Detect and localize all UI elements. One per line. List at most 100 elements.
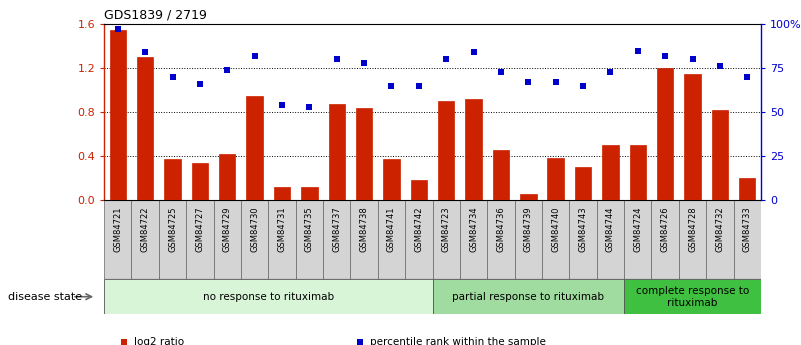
Point <box>686 57 699 62</box>
Bar <box>493 149 509 200</box>
Bar <box>137 57 154 200</box>
Bar <box>323 200 351 279</box>
Text: GSM84735: GSM84735 <box>305 206 314 252</box>
Bar <box>411 180 427 200</box>
Bar <box>570 200 597 279</box>
Text: GSM84727: GSM84727 <box>195 206 204 252</box>
Point <box>194 81 207 87</box>
Point <box>248 53 261 59</box>
Bar <box>734 200 761 279</box>
Bar <box>247 96 263 200</box>
Bar <box>575 167 591 200</box>
Point <box>577 83 590 89</box>
Point <box>303 104 316 110</box>
Text: GSM84742: GSM84742 <box>414 206 424 252</box>
Bar <box>301 187 317 200</box>
Text: GSM84724: GSM84724 <box>634 206 642 252</box>
Text: GSM84743: GSM84743 <box>578 206 588 252</box>
Bar <box>351 200 378 279</box>
Bar <box>465 99 481 200</box>
Text: GSM84731: GSM84731 <box>277 206 287 252</box>
Bar <box>487 200 514 279</box>
Point <box>385 83 398 89</box>
Bar <box>110 30 126 200</box>
Bar <box>104 279 433 314</box>
Text: GSM84737: GSM84737 <box>332 206 341 252</box>
Bar <box>542 200 570 279</box>
Bar <box>241 200 268 279</box>
Text: GSM84721: GSM84721 <box>113 206 123 252</box>
Bar <box>433 279 624 314</box>
Text: GSM84729: GSM84729 <box>223 206 231 252</box>
Text: GSM84723: GSM84723 <box>441 206 451 252</box>
Point <box>467 50 480 55</box>
Point <box>118 339 131 345</box>
Bar <box>159 200 186 279</box>
Bar <box>104 200 131 279</box>
Text: GSM84730: GSM84730 <box>250 206 260 252</box>
Text: no response to rituximab: no response to rituximab <box>203 292 334 302</box>
Text: GSM84741: GSM84741 <box>387 206 396 252</box>
Bar <box>356 108 372 200</box>
Bar <box>520 194 537 200</box>
Bar <box>378 200 405 279</box>
Bar <box>274 187 290 200</box>
Bar <box>547 158 564 200</box>
Text: GSM84725: GSM84725 <box>168 206 177 252</box>
Bar <box>405 200 433 279</box>
Text: GSM84734: GSM84734 <box>469 206 478 252</box>
Text: GSM84744: GSM84744 <box>606 206 615 252</box>
Text: GSM84738: GSM84738 <box>360 206 368 252</box>
Bar <box>191 163 208 200</box>
Bar <box>630 145 646 200</box>
Text: GSM84733: GSM84733 <box>743 206 752 252</box>
Bar <box>219 154 235 200</box>
Point <box>111 27 124 32</box>
Text: GSM84740: GSM84740 <box>551 206 560 252</box>
Point <box>714 63 727 69</box>
Bar <box>711 110 728 200</box>
Bar <box>296 200 323 279</box>
Point <box>631 48 644 53</box>
Text: GDS1839 / 2719: GDS1839 / 2719 <box>104 9 207 22</box>
Bar <box>657 68 674 200</box>
Bar <box>438 101 454 200</box>
Text: GSM84732: GSM84732 <box>715 206 724 252</box>
Text: partial response to rituximab: partial response to rituximab <box>453 292 604 302</box>
Bar <box>131 200 159 279</box>
Bar <box>514 200 542 279</box>
Bar <box>186 200 214 279</box>
Bar <box>460 200 487 279</box>
Bar <box>706 200 734 279</box>
Text: percentile rank within the sample: percentile rank within the sample <box>370 337 546 345</box>
Bar <box>597 200 624 279</box>
Bar <box>624 279 761 314</box>
Point <box>522 79 535 85</box>
Bar <box>651 200 678 279</box>
Bar <box>214 200 241 279</box>
Bar <box>268 200 296 279</box>
Bar <box>624 200 651 279</box>
Bar <box>433 200 460 279</box>
Point <box>139 50 151 55</box>
Bar <box>328 105 345 200</box>
Bar <box>602 145 618 200</box>
Text: GSM84739: GSM84739 <box>524 206 533 252</box>
Bar <box>164 159 181 200</box>
Bar <box>739 178 755 200</box>
Point <box>276 102 288 108</box>
Bar <box>383 159 400 200</box>
Text: GSM84722: GSM84722 <box>141 206 150 252</box>
Text: disease state: disease state <box>8 292 83 302</box>
Bar <box>678 200 706 279</box>
Text: log2 ratio: log2 ratio <box>134 337 183 345</box>
Point <box>604 69 617 75</box>
Text: GSM84728: GSM84728 <box>688 206 697 252</box>
Point <box>440 57 453 62</box>
Text: GSM84736: GSM84736 <box>497 206 505 252</box>
Point <box>494 69 507 75</box>
Point <box>330 57 343 62</box>
Text: complete response to
rituximab: complete response to rituximab <box>636 286 749 307</box>
Point <box>354 339 367 345</box>
Point <box>413 83 425 89</box>
